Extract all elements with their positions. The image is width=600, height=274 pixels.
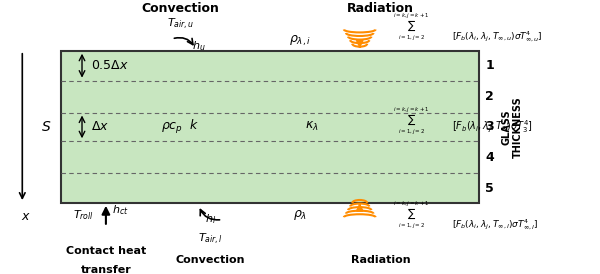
Text: 4: 4 xyxy=(485,151,494,164)
Text: $\rho_\lambda$: $\rho_\lambda$ xyxy=(293,208,307,222)
Text: $h_u$: $h_u$ xyxy=(193,39,206,53)
Text: $\rho_{\lambda,i}$: $\rho_{\lambda,i}$ xyxy=(289,34,311,48)
Text: $0.5\Delta x$: $0.5\Delta x$ xyxy=(91,59,129,72)
Text: 3: 3 xyxy=(485,120,494,133)
Text: $[F_b(\lambda_i,\lambda_j,T_{\infty,u})\sigma T_{\infty,u}^4]$: $[F_b(\lambda_i,\lambda_j,T_{\infty,u})\… xyxy=(452,29,543,44)
Text: $\kappa_\lambda$: $\kappa_\lambda$ xyxy=(305,120,319,133)
Text: Radiation: Radiation xyxy=(351,255,410,265)
Text: $\sum_{i=1,j=2}^{i=k,j=k+1}$: $\sum_{i=1,j=2}^{i=k,j=k+1}$ xyxy=(392,12,429,42)
FancyBboxPatch shape xyxy=(61,51,479,203)
Text: $\rho c_p$  $k$: $\rho c_p$ $k$ xyxy=(161,118,200,136)
Text: $[F_b(\lambda_i,\lambda_j,T_{\infty,l})\sigma T_{\infty,l}^4]$: $[F_b(\lambda_i,\lambda_j,T_{\infty,l})\… xyxy=(452,217,539,232)
Text: 2: 2 xyxy=(485,90,494,103)
Text: transfer: transfer xyxy=(80,265,131,274)
Text: 5: 5 xyxy=(485,182,494,195)
Text: $T_{roll}$: $T_{roll}$ xyxy=(73,208,94,222)
Text: $[F_b(\lambda_i,\lambda_j,T_3)\sigma T_3^4]$: $[F_b(\lambda_i,\lambda_j,T_3)\sigma T_3… xyxy=(452,119,533,135)
Text: $\sum_{i=1,j=2}^{i=k,j=k+1}$: $\sum_{i=1,j=2}^{i=k,j=k+1}$ xyxy=(392,105,429,136)
Text: $\sum_{i=1,j=2}^{i=k,j=k+1}$: $\sum_{i=1,j=2}^{i=k,j=k+1}$ xyxy=(392,199,429,230)
Text: $\Delta x$: $\Delta x$ xyxy=(91,120,109,133)
Text: $h_{ct}$: $h_{ct}$ xyxy=(112,203,128,217)
Text: Convection: Convection xyxy=(176,255,245,265)
Text: GLASS
THICKNESS: GLASS THICKNESS xyxy=(501,96,523,158)
Text: Contact heat: Contact heat xyxy=(66,246,146,256)
Text: 1: 1 xyxy=(485,59,494,72)
Text: $T_{air,l}$: $T_{air,l}$ xyxy=(198,232,223,247)
Text: $h_l$: $h_l$ xyxy=(205,212,216,226)
Text: S: S xyxy=(42,120,50,134)
Text: x: x xyxy=(22,210,29,223)
Text: $T_{air,u}$: $T_{air,u}$ xyxy=(167,17,194,32)
Text: Convection: Convection xyxy=(142,2,220,15)
Text: Radiation: Radiation xyxy=(347,2,414,15)
